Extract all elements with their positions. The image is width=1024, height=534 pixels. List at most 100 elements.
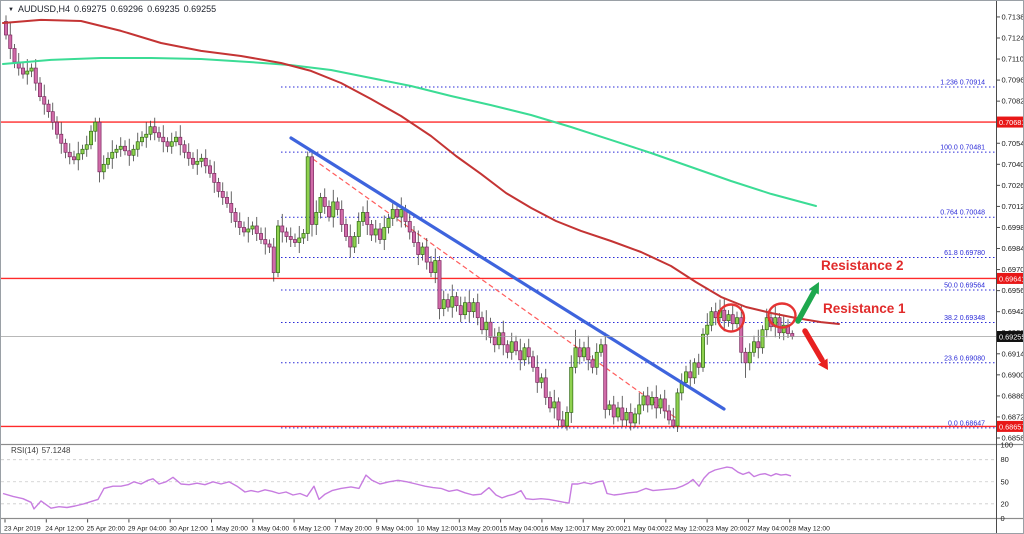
time-axis[interactable]: 23 Apr 2019 24 Apr 12:00 25 Apr 20:00 29 Ap… bbox=[4, 519, 830, 533]
candle-up bbox=[624, 412, 629, 421]
down-arrow-shaft[interactable] bbox=[802, 328, 825, 363]
candle-down bbox=[55, 121, 59, 135]
time-tick-label: 28 May 12:00 bbox=[789, 526, 830, 533]
candle-up bbox=[352, 236, 357, 248]
candle-down bbox=[475, 302, 480, 319]
candle-down bbox=[216, 182, 221, 192]
candle-up bbox=[565, 412, 569, 427]
candle-down bbox=[467, 302, 472, 313]
candle-up bbox=[390, 209, 395, 219]
candle-down bbox=[743, 351, 748, 364]
candle-down bbox=[33, 67, 38, 84]
horizontal-lines[interactable] bbox=[1, 121, 996, 428]
price-tick-label: 0.70820 bbox=[1002, 97, 1024, 106]
pane-separator-top[interactable] bbox=[1, 443, 1024, 446]
candle-down bbox=[518, 350, 523, 361]
candle-down bbox=[237, 221, 242, 228]
pane-separator-bottom[interactable] bbox=[1, 517, 1024, 520]
candle-down bbox=[586, 347, 591, 361]
candle-up bbox=[250, 225, 255, 230]
candle-down bbox=[458, 305, 463, 316]
candle-up bbox=[118, 145, 123, 150]
candle-up bbox=[582, 347, 586, 358]
fib-label-0.0: 0.0 0.68647 bbox=[948, 420, 985, 427]
candles bbox=[4, 15, 795, 432]
descending-trend-line[interactable] bbox=[289, 136, 726, 411]
candle-down bbox=[322, 197, 327, 207]
ma-slow-line[interactable] bbox=[2, 57, 817, 207]
candle-down bbox=[696, 362, 701, 368]
candle-down bbox=[730, 314, 735, 325]
resistance-1-label: Resistance 1 bbox=[823, 301, 906, 316]
candle-up bbox=[450, 296, 455, 308]
time-tick-label: 25 Apr 20:00 bbox=[87, 526, 126, 533]
highlight-circle-1[interactable] bbox=[716, 303, 746, 333]
candle-down bbox=[254, 225, 259, 234]
hline-price-badge-2 bbox=[997, 420, 1023, 432]
candle-down bbox=[21, 67, 25, 75]
ohlc-close: 0.69255 bbox=[183, 4, 217, 14]
candle-down bbox=[556, 401, 561, 421]
ohlc-open: 0.69275 bbox=[73, 4, 107, 14]
hline-price-badge-2-text: 0.68657 bbox=[999, 422, 1024, 431]
candle-down bbox=[182, 144, 187, 153]
time-tick-label: 29 Apr 04:00 bbox=[128, 526, 167, 533]
down-arrow-head-icon bbox=[818, 358, 828, 370]
candle-down bbox=[446, 299, 450, 308]
candle-down bbox=[739, 317, 744, 353]
candle-down bbox=[577, 347, 582, 358]
rsi-value: 57.1248 bbox=[41, 446, 71, 455]
rsi-pane bbox=[1, 459, 996, 510]
time-tick-label: 30 Apr 12:00 bbox=[169, 526, 208, 533]
candle-up bbox=[616, 407, 620, 418]
last-price-badge bbox=[997, 330, 1023, 342]
candle-down bbox=[38, 82, 42, 97]
ma-fast-line[interactable] bbox=[2, 18, 840, 325]
candle-down bbox=[501, 332, 506, 346]
candle-down bbox=[505, 344, 510, 353]
candle-down bbox=[654, 397, 659, 409]
candle-down bbox=[671, 419, 676, 427]
time-tick-label: 24 Apr 12:00 bbox=[45, 526, 84, 533]
candle-up bbox=[599, 344, 603, 353]
fib-label-0.764: 0.764 0.70048 bbox=[940, 210, 985, 217]
candle-down bbox=[186, 151, 191, 159]
candle-down bbox=[50, 111, 55, 123]
candle-down bbox=[348, 236, 353, 248]
price-tick-label: 0.69560 bbox=[1002, 286, 1024, 295]
candle-up bbox=[144, 133, 149, 138]
candle-down bbox=[4, 21, 8, 36]
candle-down bbox=[225, 197, 229, 204]
candle-down bbox=[59, 133, 64, 144]
candle-down bbox=[267, 243, 272, 248]
candle-up bbox=[509, 341, 514, 353]
rsi-axis-label: 20 bbox=[1001, 499, 1009, 508]
time-tick-label: 16 May 12:00 bbox=[541, 526, 582, 533]
candle-up bbox=[569, 366, 574, 413]
fib-label-38.2: 38.2 0.69348 bbox=[944, 315, 985, 322]
candle-down bbox=[620, 407, 625, 421]
candle-down bbox=[127, 150, 132, 156]
highlight-circle-2[interactable] bbox=[767, 302, 797, 329]
candle-up bbox=[301, 233, 306, 239]
collapse-triangle-icon[interactable]: ▼ bbox=[8, 7, 14, 13]
candle-up bbox=[675, 392, 680, 427]
candle-down bbox=[327, 206, 331, 218]
channel-dashed-line[interactable] bbox=[312, 158, 677, 419]
candle-down bbox=[8, 34, 13, 49]
candle-up bbox=[650, 397, 654, 406]
candle-down bbox=[46, 103, 51, 113]
candle-up bbox=[735, 317, 739, 325]
candle-up bbox=[764, 317, 769, 331]
candle-down bbox=[688, 371, 693, 379]
candle-up bbox=[246, 228, 251, 233]
candle-up bbox=[135, 141, 140, 150]
fib-label-50.0: 50.0 0.69564 bbox=[944, 283, 985, 290]
up-arrow-shaft[interactable] bbox=[795, 289, 817, 324]
candle-down bbox=[548, 397, 552, 409]
time-tick-label: 21 May 04:00 bbox=[624, 526, 665, 533]
fibonacci-retracement[interactable]: 1.236 0.70914 100.0 0.70481 0.764 0.70048 6… bbox=[281, 80, 996, 429]
candle-down bbox=[590, 359, 595, 368]
